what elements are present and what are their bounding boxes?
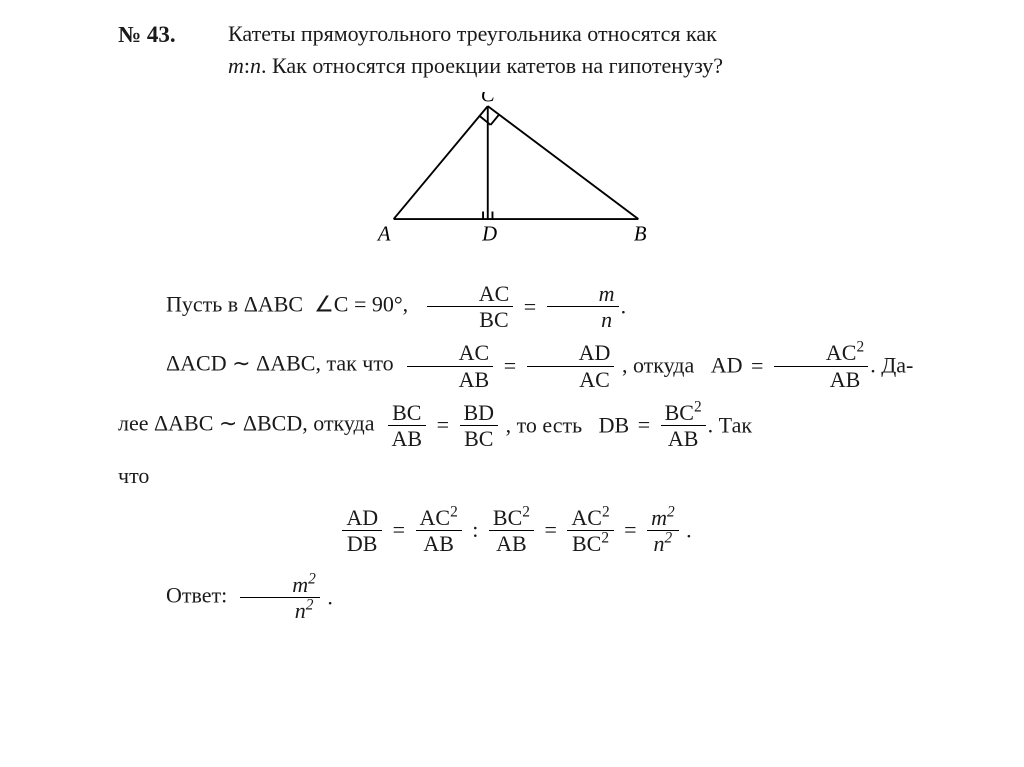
l1-frac1: AC BC bbox=[427, 282, 514, 331]
l2-suffix: . Да- bbox=[870, 353, 913, 378]
fin-suffix: . bbox=[686, 517, 692, 542]
eq-2: = bbox=[504, 353, 516, 378]
solution-body: Пусть в ΔABC ∠C = 90°, AC BC = m n . ΔAC… bbox=[118, 282, 914, 622]
label-a: A bbox=[376, 223, 391, 245]
l3-frac-c-den: AB bbox=[661, 426, 706, 450]
l1-prefix: Пусть в bbox=[166, 292, 244, 317]
l3-db: DB bbox=[599, 412, 630, 437]
l3-frac-b-den: BC bbox=[460, 426, 499, 450]
l3-sim-a: ΔABC bbox=[154, 410, 213, 435]
l3-mid1: , откуда bbox=[302, 410, 374, 435]
l3-frac-b-num: BD bbox=[460, 401, 499, 426]
l3-frac-a-num: BC bbox=[388, 401, 427, 426]
l3-frac-c-num: BC2 bbox=[661, 401, 706, 426]
final-equation: AD DB = AC2 AB : BC2 AB = AC2 BC2 = m2 n… bbox=[118, 506, 914, 555]
fin-1-num: AD bbox=[342, 506, 382, 531]
l3-frac-a: BC AB bbox=[388, 401, 427, 450]
page: № 43. Катеты прямоугольного треугольника… bbox=[0, 0, 1024, 622]
fin-frac-1: AD DB bbox=[342, 506, 382, 555]
l3-frac-c: BC2 AB bbox=[661, 401, 706, 450]
eq-1: = bbox=[524, 294, 536, 319]
eq-6: = bbox=[393, 517, 405, 542]
fin-4-den: BC2 bbox=[567, 531, 613, 555]
l2-ad: AD bbox=[711, 353, 743, 378]
l4-text: что bbox=[118, 463, 149, 488]
l2-mid1: , так что bbox=[315, 351, 393, 376]
l1-frac2-num: m bbox=[547, 282, 619, 307]
l1-frac2: m n bbox=[547, 282, 619, 331]
label-c: C bbox=[481, 92, 495, 106]
fin-frac-3: BC2 AB bbox=[489, 506, 534, 555]
l3-prefix: лее bbox=[118, 410, 154, 435]
sim-2: ∼ bbox=[219, 410, 237, 435]
sol-line-2: ΔACD ∼ ΔABC, так что AC AB = AD AC , отк… bbox=[118, 341, 914, 390]
fin-3-den: AB bbox=[489, 531, 534, 555]
answer-num: m2 bbox=[240, 573, 320, 598]
sol-line-4: что bbox=[118, 460, 914, 492]
eq-3: = bbox=[751, 353, 763, 378]
answer-den: n2 bbox=[240, 598, 320, 622]
label-d: D bbox=[481, 223, 497, 245]
ratio-n: n bbox=[250, 53, 261, 78]
fin-4-num: AC2 bbox=[567, 506, 613, 531]
problem-line1: Катеты прямоугольного треугольника относ… bbox=[228, 21, 717, 46]
sol-line-1: Пусть в ΔABC ∠C = 90°, AC BC = m n . bbox=[118, 282, 914, 331]
fin-frac-2: AC2 AB bbox=[416, 506, 462, 555]
l2-frac-b-den: AC bbox=[527, 367, 615, 391]
l1-tri1: ΔABC bbox=[244, 292, 303, 317]
fin-1-den: DB bbox=[342, 531, 382, 555]
fin-5-num: m2 bbox=[647, 506, 679, 531]
fin-2-num: AC2 bbox=[416, 506, 462, 531]
l3-mid2: , то есть bbox=[506, 412, 583, 437]
l2-frac-a: AC AB bbox=[407, 341, 494, 390]
l2-mid2: , откуда bbox=[622, 353, 694, 378]
answer: Ответ: m2 n2 . bbox=[118, 573, 914, 622]
label-b: B bbox=[634, 223, 647, 245]
diagram: C A D B bbox=[118, 92, 914, 260]
l2-frac-a-den: AB bbox=[407, 367, 494, 391]
l1-frac1-num: AC bbox=[427, 282, 514, 307]
l1-suffix: . bbox=[621, 294, 627, 319]
l2-frac-b: AD AC bbox=[527, 341, 615, 390]
l2-frac-c-den: AB bbox=[774, 367, 868, 391]
l3-frac-a-den: AB bbox=[388, 426, 427, 450]
answer-frac: m2 n2 bbox=[240, 573, 320, 622]
l3-sim-b: ΔBCD bbox=[243, 410, 302, 435]
l2-frac-b-num: AD bbox=[527, 341, 615, 366]
fin-5-den: n2 bbox=[647, 531, 679, 555]
answer-suffix: . bbox=[327, 585, 333, 610]
fin-2-den: AB bbox=[416, 531, 462, 555]
fin-op: : bbox=[472, 517, 478, 542]
l2-sim-b: ΔABC bbox=[256, 351, 315, 376]
problem-text: Катеты прямоугольного треугольника относ… bbox=[228, 18, 723, 82]
fin-3-num: BC2 bbox=[489, 506, 534, 531]
triangle-svg: C A D B bbox=[356, 92, 676, 252]
eq-5: = bbox=[638, 412, 650, 437]
l2-sim-a: ΔACD bbox=[166, 351, 227, 376]
sol-line-3: лее ΔABC ∼ ΔBCD, откуда BC AB = BD BC , … bbox=[118, 401, 914, 450]
eq-4: = bbox=[437, 412, 449, 437]
eq-7: = bbox=[544, 517, 556, 542]
fin-frac-5: m2 n2 bbox=[647, 506, 679, 555]
ratio-m: m bbox=[228, 53, 244, 78]
sim-1: ∼ bbox=[232, 351, 250, 376]
l1-frac1-den: BC bbox=[427, 307, 514, 331]
fin-frac-4: AC2 BC2 bbox=[567, 506, 613, 555]
answer-label: Ответ: bbox=[166, 583, 227, 608]
l1-frac2-den: n bbox=[547, 307, 619, 331]
l3-suffix: . Так bbox=[708, 412, 752, 437]
l3-frac-b: BD BC bbox=[460, 401, 499, 450]
l2-frac-c-num: AC2 bbox=[774, 341, 868, 366]
l2-frac-a-num: AC bbox=[407, 341, 494, 366]
problem-line2-suffix: . Как относятся проекции катетов на гипо… bbox=[261, 53, 723, 78]
eq-8: = bbox=[624, 517, 636, 542]
l1-angle: ∠C = 90°, bbox=[314, 292, 408, 317]
problem-header: № 43. Катеты прямоугольного треугольника… bbox=[118, 18, 914, 82]
problem-number: № 43. bbox=[118, 18, 228, 51]
l2-frac-c: AC2 AB bbox=[774, 341, 868, 390]
